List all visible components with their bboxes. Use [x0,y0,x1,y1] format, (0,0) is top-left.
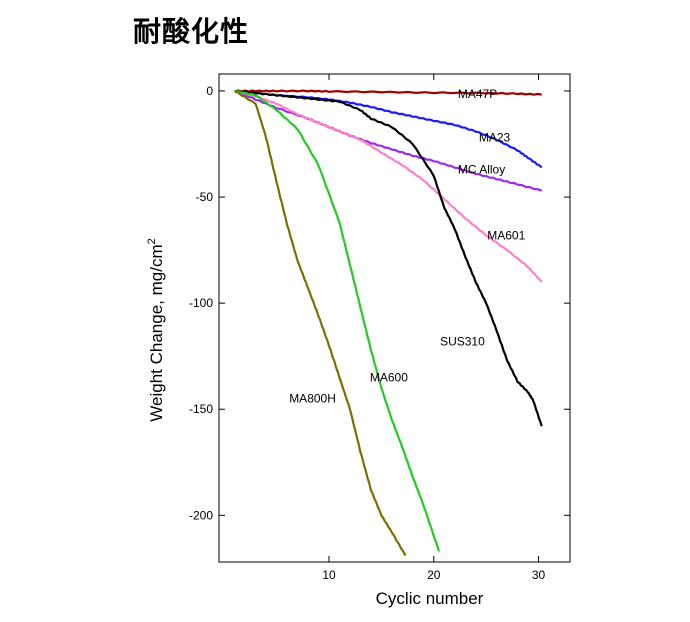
y-tick-label: -200 [189,508,213,522]
series-label-ma800h: MA800H [289,392,336,406]
y-axis-title-main: Weight Change, mg/cm [147,244,166,421]
series-label-sus310: SUS310 [440,334,485,348]
page-title: 耐酸化性 [133,15,250,48]
series-label-ma47p: MA47P [458,87,497,101]
series-label-ma600: MA600 [370,370,408,384]
series-label-ma23: MA23 [479,131,511,145]
series-layer [234,89,543,557]
series-line-mc-alloy [234,90,543,192]
axis-ticks: 0 -50 -100 -150 -200 10 20 30 [189,74,570,582]
series-line-ma601 [234,90,543,283]
y-tick-label: 0 [206,84,213,98]
series-labels: MA47P MA23 MC Alloy MA601 SUS310 MA600 MA800H [289,87,525,405]
series-line-ma600 [234,90,441,552]
plot-frame [218,73,571,563]
series-line-sus310 [234,89,543,427]
y-tick-label: -100 [189,296,213,310]
series-label-ma601: MA601 [487,228,525,242]
series-label-mc-alloy: MC Alloy [458,162,505,176]
y-tick-label: -150 [189,402,213,416]
series-line-ma47p [234,89,542,96]
y-tick-label: -50 [196,190,214,204]
y-axis-title: Weight Change, mg/cm2 [146,238,166,421]
y-axis-title-superscript: 2 [146,238,158,244]
x-axis-title: Cyclic number [376,589,484,608]
x-tick-label: 30 [532,568,546,582]
x-tick-label: 10 [322,568,336,582]
x-tick-label: 20 [427,568,441,582]
series-line-ma800h [234,90,407,557]
